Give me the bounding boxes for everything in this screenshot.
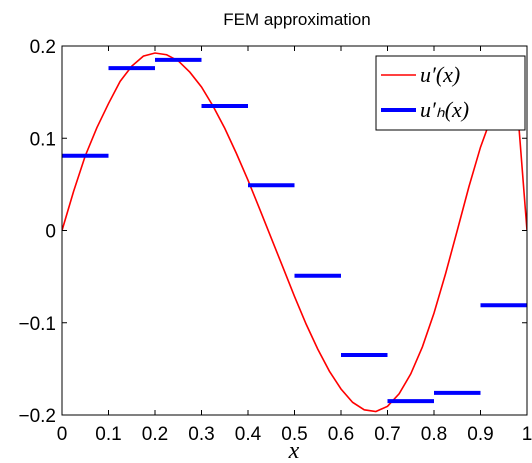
series-line-u-prime: [62, 52, 527, 413]
x-tick-label: 1: [522, 424, 532, 445]
legend: u′(x) u′ₕ(x): [375, 55, 526, 131]
chart-title: FEM approximation: [223, 10, 370, 29]
x-tick-label: 0: [57, 424, 68, 445]
x-tick-label: 0.5: [281, 424, 307, 445]
x-tick-label: 0.3: [188, 424, 214, 445]
plot-area: 0 0.1 0.2 0.3 0.4 0.5 0.6 0.7 0.8 0.9 1 −0.2 −0.1 0 0.…: [18, 37, 532, 445]
y-tick-label: 0.1: [30, 129, 56, 150]
x-tick-label: 0.7: [374, 424, 400, 445]
x-axis-label: x: [288, 438, 300, 463]
legend-box: [375, 55, 526, 131]
legend-label-1: u′(x): [420, 62, 460, 87]
x-tick-label: 0.8: [421, 424, 447, 445]
x-tick-label: 0.6: [328, 424, 354, 445]
y-tick-label: −0.2: [18, 406, 56, 427]
x-tick-label: 0.4: [235, 424, 262, 445]
x-tick-label: 0.9: [467, 424, 493, 445]
y-tick-label: 0: [45, 222, 56, 243]
y-tick-label: 0.2: [30, 37, 56, 58]
y-tick-label: −0.1: [18, 314, 56, 335]
legend-label-2: u′ₕ(x): [420, 97, 469, 122]
data-layer: [62, 52, 527, 413]
x-tick-label: 0.2: [142, 424, 168, 445]
x-tick-label: 0.1: [95, 424, 121, 445]
